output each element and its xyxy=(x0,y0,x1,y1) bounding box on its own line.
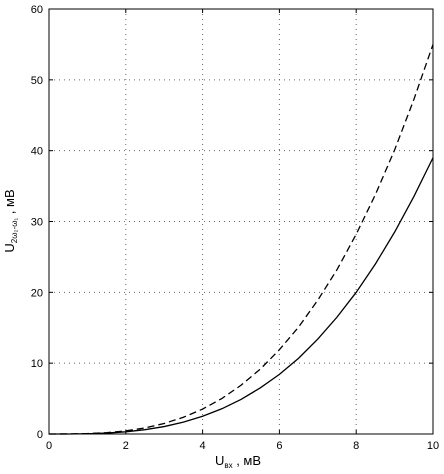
y-tick-label: 20 xyxy=(31,287,43,299)
x-tick-label: 4 xyxy=(200,440,206,452)
x-tick-label: 8 xyxy=(353,440,359,452)
y-tick-label: 30 xyxy=(31,217,43,229)
x-axis-label-unit: , мВ xyxy=(233,453,261,468)
y-axis-label-sub: 2ω₂-ω₁ xyxy=(10,218,19,244)
ticks: 0 2 4 6 8 10 0 10 20 30 40 50 60 xyxy=(31,4,439,452)
y-tick-label: 10 xyxy=(31,358,43,370)
y-axis-label-main: U xyxy=(2,243,17,252)
y-axis-label-unit: , мВ xyxy=(2,189,17,217)
plot-frame xyxy=(48,8,434,435)
y-tick-label: 40 xyxy=(31,146,43,158)
series-group xyxy=(48,44,434,435)
x-axis-label: Uвх , мВ xyxy=(215,453,261,470)
series-line-solid xyxy=(49,157,434,435)
series-line-dashed xyxy=(48,44,434,435)
y-axis-label: U2ω₂-ω₁ , мВ xyxy=(2,189,19,252)
x-tick-label: 2 xyxy=(123,440,129,452)
x-tick-label: 10 xyxy=(427,440,439,452)
y-tick-label: 0 xyxy=(37,429,43,441)
grid xyxy=(49,9,433,434)
x-axis-label-sub: вх xyxy=(224,461,232,470)
x-tick-label: 0 xyxy=(46,440,52,452)
x-tick-label: 6 xyxy=(276,440,282,452)
y-tick-label: 50 xyxy=(31,75,43,87)
x-axis-label-main: U xyxy=(215,453,224,468)
y-tick-label: 60 xyxy=(31,4,43,16)
